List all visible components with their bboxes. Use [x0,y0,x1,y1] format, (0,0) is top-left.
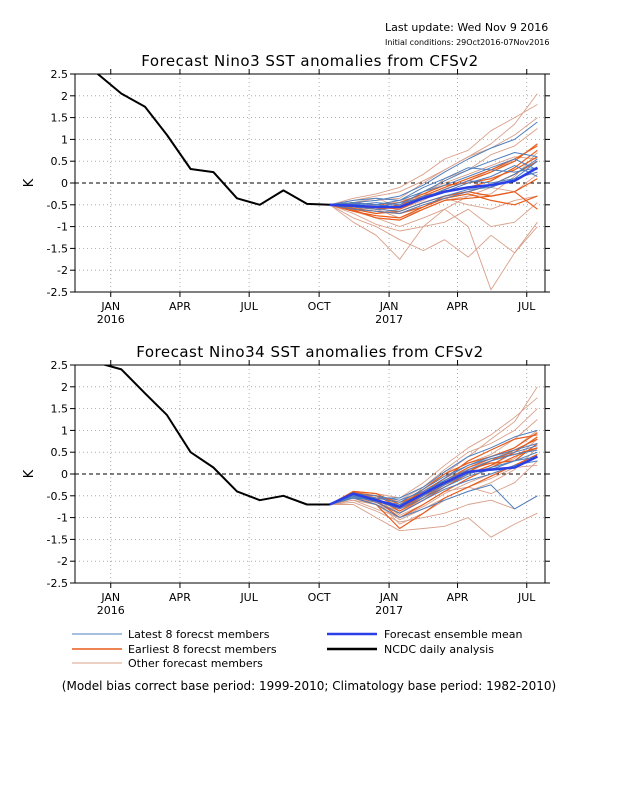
y-tick-label: 0.5 [51,155,69,168]
y-axis-label: K [22,178,37,187]
x-tick-label: OCT [308,591,331,604]
x-year-label: 2017 [375,604,403,617]
y-tick-label: 0 [61,468,68,481]
footer-note: (Model bias correct base period: 1999-20… [62,679,556,693]
observed-line [101,365,330,506]
y-tick-label: -2 [57,264,68,277]
observed-line [97,74,330,206]
x-tick-label: JUL [239,300,258,313]
ensemble-mean-line [329,166,539,209]
member-line-latest [329,484,538,519]
member-line-other [329,173,538,228]
y-tick-label: 1.5 [51,403,69,416]
x-tick-label: JAN [100,591,120,604]
y-tick-label: 2 [61,90,68,103]
nino34-panel: Forecast Nino34 SST anomalies from CFSv2… [22,343,550,617]
y-tick-label: 2.5 [51,359,69,372]
legend-label-earliest: Earliest 8 forecst members [128,643,277,656]
nino3-panel: Forecast Nino3 SST anomalies from CFSv2 2… [22,52,550,326]
y-tick-label: -2.5 [47,286,68,299]
chart-title: Forecast Nino3 SST anomalies from CFSv2 [141,52,478,70]
plot-frame [74,73,546,293]
member-line-other [329,204,538,258]
member-line-other [329,464,538,521]
member-line-other [329,156,538,208]
member-line-latest [329,449,538,505]
x-tick-label: JAN [379,300,399,313]
last-update-text: Last update: Wed Nov 9 2016 [385,21,548,34]
legend-label-latest: Latest 8 forecst members [128,628,270,641]
y-tick-label: 0.5 [51,446,69,459]
x-tick-label: JUL [517,300,536,313]
member-line-other [329,204,538,291]
member-line-other [329,202,538,232]
member-line-earliest [329,434,538,506]
member-line-latest [329,158,538,206]
legend-label-other: Other forecast members [128,657,263,670]
y-tick-label: -1.5 [47,533,68,546]
y-tick-label: -2.5 [47,577,68,590]
y-tick-label: -0.5 [47,199,68,212]
y-tick-label: 1 [61,133,68,146]
chart-title: Forecast Nino34 SST anomalies from CFSv2 [136,343,483,361]
x-year-label: 2016 [97,604,125,617]
plot-frame [74,364,546,584]
member-line-latest [329,121,538,206]
ensemble-mean-line [329,455,538,509]
series-group [101,365,538,538]
x-tick-label: APR [447,300,469,313]
x-tick-label: APR [169,300,191,313]
legend-label-mean: Forecast ensemble mean [384,628,523,641]
y-tick-label: 2 [61,381,68,394]
member-line-latest [329,158,538,214]
y-tick-label: 1.5 [51,112,69,125]
legend: Latest 8 forecst members Earliest 8 fore… [72,628,523,670]
y-tick-label: -1 [57,221,68,234]
y-axis-label: K [22,469,37,478]
y-tick-label: -0.5 [47,490,68,503]
y-tick-label: -1 [57,512,68,525]
y-tick-label: 1 [61,424,68,437]
member-line-other [329,104,538,206]
x-tick-label: JUL [239,591,258,604]
member-line-other [329,117,538,206]
y-tick-label: 2.5 [51,68,69,81]
series-group [97,74,539,291]
member-line-earliest [329,432,538,508]
x-tick-label: APR [169,591,191,604]
x-tick-label: OCT [308,300,331,313]
y-tick-label: -2 [57,555,68,568]
initial-conditions-text: Initial conditions: 29Oct2016-07Nov2016 [385,38,549,47]
x-year-label: 2016 [97,313,125,326]
x-tick-label: JAN [379,591,399,604]
member-line-latest [329,456,538,510]
y-tick-label: 0 [61,177,68,190]
x-tick-label: APR [447,591,469,604]
x-tick-label: JAN [100,300,120,313]
y-tick-label: -1.5 [47,242,68,255]
member-line-other [329,495,538,523]
x-year-label: 2017 [375,313,403,326]
legend-label-obs: NCDC daily analysis [384,643,494,656]
x-tick-label: JUL [517,591,536,604]
member-line-other [329,504,538,538]
